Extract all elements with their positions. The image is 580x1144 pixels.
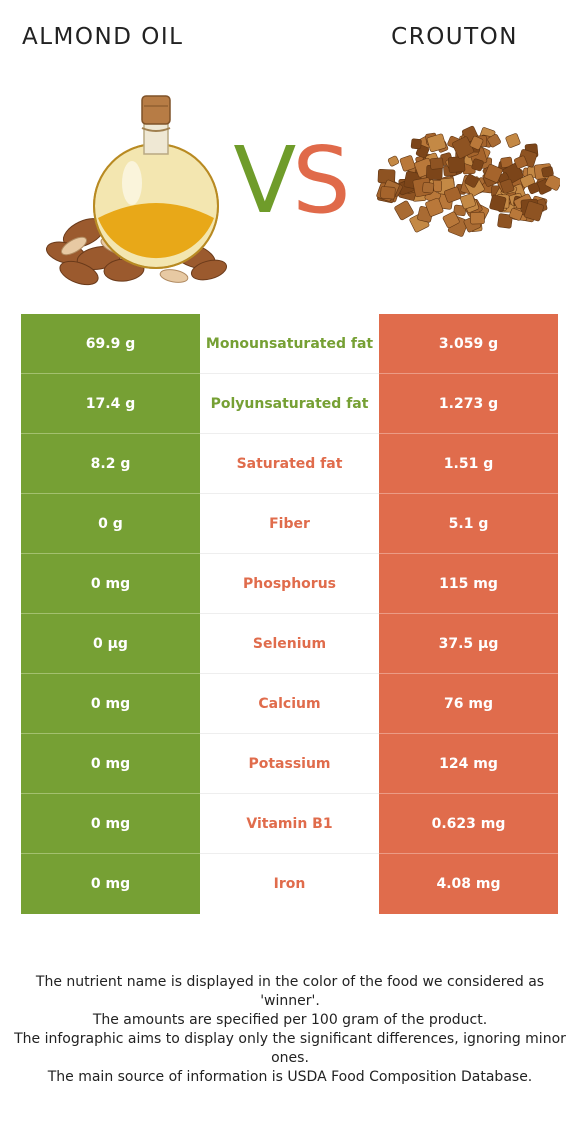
right-value: 5.1 g <box>379 494 558 554</box>
right-value: 4.08 mg <box>379 854 558 914</box>
right-value: 3.059 g <box>379 314 558 374</box>
table-row: 0 mg Phosphorus 115 mg <box>21 554 558 614</box>
footer-note-aims: The infographic aims to display only the… <box>14 1031 566 1066</box>
right-value: 0.623 mg <box>379 794 558 854</box>
table-row: 0 g Fiber 5.1 g <box>21 494 558 554</box>
table-row: 17.4 g Polyunsaturated fat 1.273 g <box>21 374 558 434</box>
left-value: 69.9 g <box>21 314 200 374</box>
vs-label: VS <box>0 135 580 227</box>
right-value: 1.51 g <box>379 434 558 494</box>
left-value: 0 mg <box>21 554 200 614</box>
right-value: 37.5 µg <box>379 614 558 674</box>
crouton-image <box>376 120 563 250</box>
nutrient-name: Selenium <box>200 614 379 674</box>
comparison-table: 69.9 g Monounsaturated fat 3.059 g 17.4 g Po… <box>21 314 558 914</box>
left-value: 0 mg <box>21 854 200 914</box>
left-value: 17.4 g <box>21 374 200 434</box>
left-value: 0 mg <box>21 794 200 854</box>
nutrient-name: Vitamin B1 <box>200 794 379 854</box>
nutrient-name: Fiber <box>200 494 379 554</box>
left-value: 8.2 g <box>21 434 200 494</box>
nutrient-name: Monounsaturated fat <box>200 314 379 374</box>
right-value: 124 mg <box>379 734 558 794</box>
right-value: 1.273 g <box>379 374 558 434</box>
right-value: 76 mg <box>379 674 558 734</box>
table-row: 0 mg Vitamin B1 0.623 mg <box>21 794 558 854</box>
footer-note-amounts: The amounts are specified per 100 gram o… <box>92 1012 488 1028</box>
left-food-title: ALMOND OIL <box>22 24 184 50</box>
right-value: 115 mg <box>379 554 558 614</box>
table-row: 0 mg Potassium 124 mg <box>21 734 558 794</box>
nutrient-name: Polyunsaturated fat <box>200 374 379 434</box>
left-value: 0 mg <box>21 674 200 734</box>
footer-note-source: The main source of information is USDA F… <box>47 1069 533 1085</box>
nutrient-name: Potassium <box>200 734 379 794</box>
left-value: 0 g <box>21 494 200 554</box>
almond-oil-image <box>44 88 234 288</box>
table-row: 8.2 g Saturated fat 1.51 g <box>21 434 558 494</box>
right-food-title: CROUTON <box>391 24 518 50</box>
nutrient-name: Calcium <box>200 674 379 734</box>
table-row: 69.9 g Monounsaturated fat 3.059 g <box>21 314 558 374</box>
vs-v: V <box>233 127 296 234</box>
footer-note-winner: The nutrient name is displayed in the co… <box>35 974 545 1009</box>
vs-s: S <box>292 127 350 234</box>
nutrient-name: Iron <box>200 854 379 914</box>
table-row: 0 mg Calcium 76 mg <box>21 674 558 734</box>
nutrient-name: Phosphorus <box>200 554 379 614</box>
table-row: 0 µg Selenium 37.5 µg <box>21 614 558 674</box>
nutrient-name: Saturated fat <box>200 434 379 494</box>
footer-notes: The nutrient name is displayed in the co… <box>12 973 568 1087</box>
left-value: 0 mg <box>21 734 200 794</box>
table-row: 0 mg Iron 4.08 mg <box>21 854 558 914</box>
left-value: 0 µg <box>21 614 200 674</box>
